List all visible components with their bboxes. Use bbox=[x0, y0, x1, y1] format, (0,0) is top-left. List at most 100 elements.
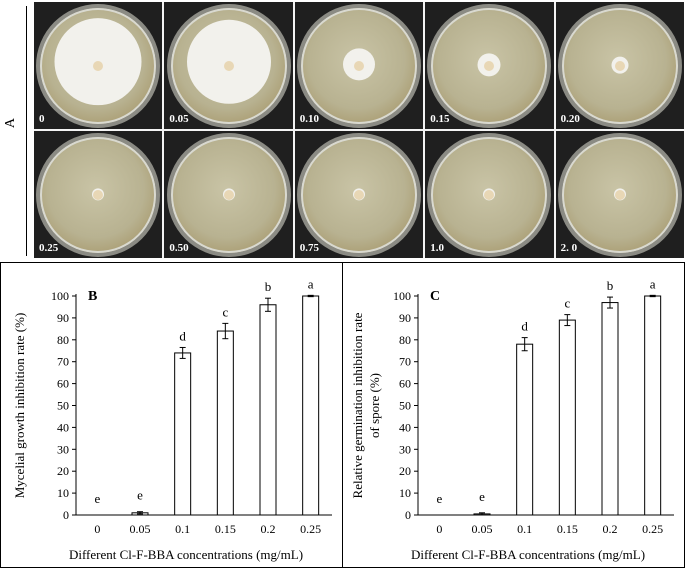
petri-dish bbox=[40, 7, 157, 124]
plate-tile: 0.15 bbox=[425, 2, 554, 129]
plate-tile: 0.75 bbox=[294, 131, 424, 258]
inoculum-plug bbox=[614, 189, 625, 200]
y-tick-label: 80 bbox=[399, 333, 411, 347]
significance-letter: a bbox=[308, 276, 314, 291]
y-axis-label: Relative germination inhibition rate bbox=[350, 312, 365, 498]
concentration-label: 0.15 bbox=[430, 113, 450, 125]
chart-frame bbox=[0, 262, 343, 568]
plate-tile: 0.25 bbox=[34, 131, 163, 258]
chart-frame bbox=[342, 262, 685, 568]
plate-tile: 0.05 bbox=[164, 2, 293, 129]
plate-tile: 0 bbox=[34, 2, 163, 129]
x-axis-label: Different Cl-F-BBA concentrations (mg/mL… bbox=[411, 547, 645, 562]
y-tick-label: 30 bbox=[57, 442, 69, 456]
bar bbox=[516, 343, 534, 516]
x-tick-label: 0.05 bbox=[472, 522, 493, 536]
significance-letter: b bbox=[265, 279, 272, 294]
bar bbox=[216, 330, 234, 516]
concentration-label: 1.0 bbox=[430, 242, 444, 254]
petri-dish bbox=[300, 136, 417, 253]
y-axis-label: Mycelial growth inhibition rate (%) bbox=[12, 313, 27, 499]
y-tick-label: 30 bbox=[399, 442, 411, 456]
plate-tile: 0.50 bbox=[164, 131, 293, 258]
y-tick-label: 10 bbox=[57, 486, 69, 500]
concentration-label: 0 bbox=[39, 113, 45, 125]
significance-letter: c bbox=[564, 296, 570, 311]
petri-dish bbox=[40, 136, 157, 253]
significance-letter: e bbox=[137, 488, 143, 503]
y-tick-label: 40 bbox=[399, 420, 411, 434]
y-tick-label: 90 bbox=[57, 311, 69, 325]
x-tick-label: 0.05 bbox=[130, 522, 151, 536]
chart-b-mycelial-inhibition: 0 10 20 30 40 50 60 70 80 90 100 e 0 e 0.05 d 0.1 c 0.15 b 0… bbox=[0, 262, 343, 568]
y-tick-label: 0 bbox=[405, 508, 411, 522]
concentration-label: 0.75 bbox=[299, 242, 320, 254]
x-tick-label: 0.2 bbox=[261, 522, 276, 536]
inoculum-plug bbox=[93, 189, 104, 200]
y-tick-label: 70 bbox=[57, 355, 69, 369]
petri-dish bbox=[431, 136, 548, 253]
petri-dish bbox=[561, 7, 678, 124]
concentration-label: 0.10 bbox=[299, 113, 320, 125]
petri-dish bbox=[561, 136, 678, 253]
y-tick-label: 50 bbox=[399, 399, 411, 413]
y-axis-label: of spore (%) bbox=[367, 373, 382, 438]
y-tick-label: 100 bbox=[393, 289, 411, 303]
inoculum-plug bbox=[614, 60, 625, 71]
significance-letter: d bbox=[521, 319, 528, 334]
inoculum-plug bbox=[223, 60, 234, 71]
y-tick-label: 20 bbox=[399, 464, 411, 478]
concentration-label: 0.25 bbox=[39, 242, 59, 254]
x-tick-label: 0.1 bbox=[517, 522, 532, 536]
panel-a-label: A bbox=[3, 117, 19, 129]
x-axis-label: Different Cl-F-BBA concentrations (mg/mL… bbox=[69, 547, 303, 562]
y-tick-label: 60 bbox=[57, 377, 69, 391]
x-tick-label: 0 bbox=[94, 522, 100, 536]
x-tick-label: 0.1 bbox=[175, 522, 190, 536]
x-tick-label: 0 bbox=[436, 522, 442, 536]
inoculum-plug bbox=[484, 60, 495, 71]
panel-label: B bbox=[88, 289, 97, 304]
concentration-label: 0.20 bbox=[560, 113, 580, 125]
x-tick-label: 0.25 bbox=[642, 522, 663, 536]
plate-grid: 0 0.05 0.10 0.15 0.20 0.25 0.50 0.75 1.0 2. 0 bbox=[34, 2, 684, 258]
plate-tile: 1.0 bbox=[425, 131, 554, 258]
significance-letter: d bbox=[179, 328, 186, 343]
y-tick-label: 60 bbox=[399, 377, 411, 391]
significance-letter: a bbox=[650, 276, 656, 291]
inoculum-plug bbox=[484, 189, 495, 200]
y-tick-label: 80 bbox=[57, 333, 69, 347]
bar bbox=[174, 352, 192, 516]
plate-tile: 2. 0 bbox=[555, 131, 684, 258]
y-tick-label: 90 bbox=[399, 311, 411, 325]
significance-letter: c bbox=[222, 304, 228, 319]
chart-c-spore-germination-inhibition: 0 10 20 30 40 50 60 70 80 90 100 e 0 e 0.05 d 0.1 c 0.15 b 0… bbox=[342, 262, 685, 568]
inoculum-plug bbox=[223, 189, 234, 200]
plate-tile: 0.10 bbox=[294, 2, 424, 129]
y-tick-label: 10 bbox=[399, 486, 411, 500]
concentration-label: 0.05 bbox=[169, 113, 189, 125]
y-tick-label: 50 bbox=[57, 399, 69, 413]
bar bbox=[302, 295, 320, 516]
petri-dish bbox=[170, 136, 287, 253]
y-tick-label: 20 bbox=[57, 464, 69, 478]
significance-letter: b bbox=[607, 278, 614, 293]
inoculum-plug bbox=[93, 60, 104, 71]
x-tick-label: 0.15 bbox=[557, 522, 578, 536]
significance-letter: e bbox=[436, 491, 442, 506]
panel-a-divider bbox=[26, 6, 27, 256]
petri-dish-panel: A 0 0.05 0.10 0.15 0.20 0.25 0.50 0.75 1.0 2. 0 bbox=[0, 0, 685, 262]
x-tick-label: 0.25 bbox=[300, 522, 321, 536]
panel-label: C bbox=[430, 289, 440, 304]
bar bbox=[644, 295, 662, 516]
y-tick-label: 40 bbox=[57, 420, 69, 434]
petri-dish bbox=[300, 7, 417, 124]
bar bbox=[558, 319, 576, 516]
plate-tile: 0.20 bbox=[555, 2, 684, 129]
concentration-label: 0.50 bbox=[169, 242, 189, 254]
y-tick-label: 0 bbox=[63, 508, 69, 522]
y-tick-label: 100 bbox=[51, 289, 69, 303]
y-tick-label: 70 bbox=[399, 355, 411, 369]
x-tick-label: 0.15 bbox=[215, 522, 236, 536]
bar bbox=[601, 302, 619, 516]
